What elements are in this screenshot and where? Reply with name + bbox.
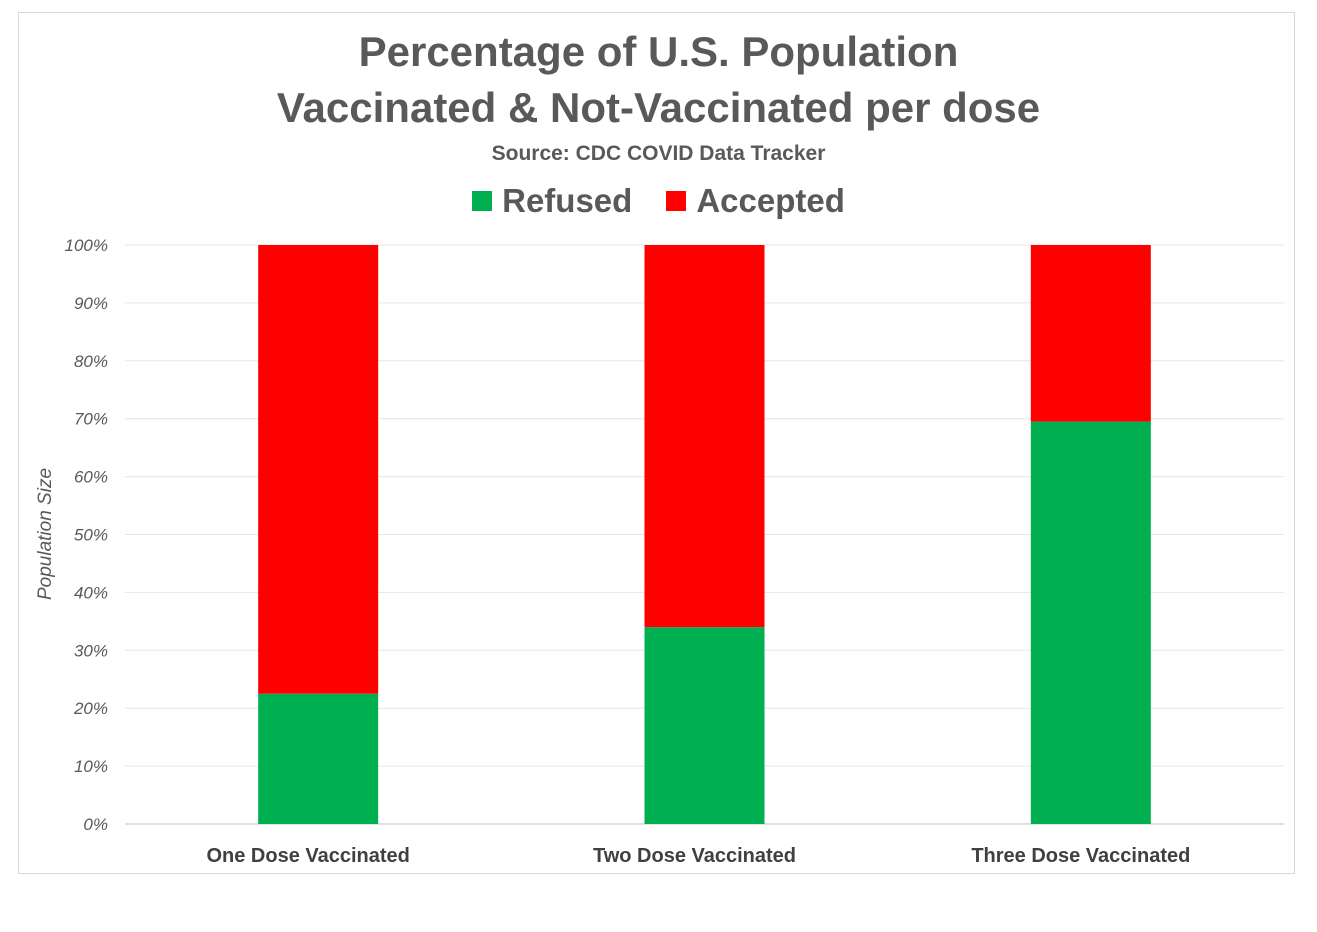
chart-subtitle: Source: CDC COVID Data Tracker	[491, 142, 826, 165]
y-tick-label: 10%	[74, 757, 108, 776]
y-tick-label: 20%	[73, 699, 108, 718]
y-tick-label: 50%	[74, 526, 108, 545]
legend-label-refused: Refused	[502, 182, 633, 219]
y-tick-label: 30%	[74, 641, 108, 660]
y-tick-label: 100%	[65, 236, 108, 255]
bar-refused-2	[644, 627, 765, 824]
y-tick-label: 0%	[83, 815, 108, 834]
y-tick-label: 60%	[74, 468, 108, 487]
y-tick-label: 70%	[74, 410, 108, 429]
legend: Refused Accepted	[0, 182, 1317, 220]
x-tick-label: Two Dose Vaccinated	[593, 845, 796, 867]
x-tick-label: One Dose Vaccinated	[206, 845, 409, 867]
legend-item-accepted: Accepted	[666, 182, 845, 220]
bar-accepted-1	[258, 245, 379, 694]
bar-refused-1	[258, 693, 379, 824]
legend-swatch-accepted	[666, 191, 687, 211]
legend-item-refused: Refused	[472, 182, 632, 220]
y-tick-label: 90%	[74, 294, 108, 313]
bar-refused-3	[1030, 421, 1151, 824]
bar-accepted-2	[644, 245, 765, 628]
bar-accepted-3	[1030, 245, 1151, 422]
y-tick-label: 40%	[74, 583, 108, 602]
chart-title: Percentage of U.S. Population	[358, 28, 959, 75]
chart-title-line2: Vaccinated & Not-Vaccinated per dose	[276, 84, 1041, 131]
y-tick-label: 80%	[74, 352, 108, 371]
x-tick-label: Three Dose Vaccinated	[971, 845, 1190, 867]
legend-label-accepted: Accepted	[696, 182, 845, 219]
legend-swatch-refused	[472, 191, 493, 211]
